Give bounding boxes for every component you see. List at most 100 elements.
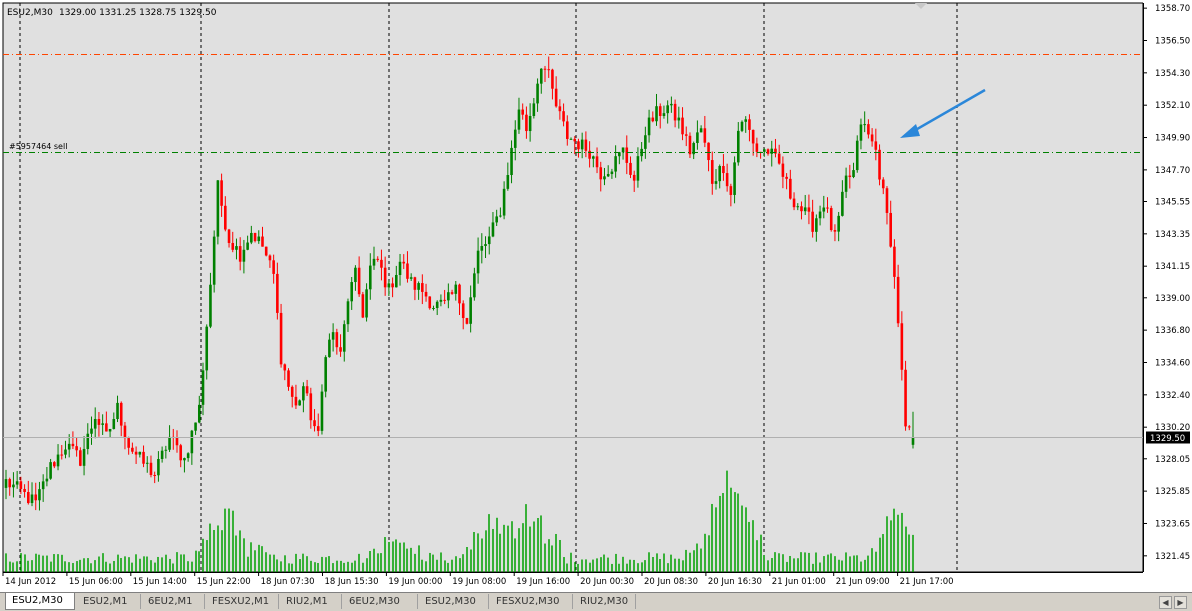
candle [681, 107, 684, 141]
candle [718, 164, 722, 189]
candle [621, 147, 625, 160]
plot-background [2, 2, 1144, 573]
candle [227, 228, 231, 248]
candle [647, 109, 651, 143]
candle [268, 254, 272, 268]
time-tick-label: 18 Jun 07:30 [261, 577, 315, 587]
candle [316, 413, 320, 437]
candle [368, 253, 372, 300]
candle [235, 238, 238, 260]
candle [119, 401, 123, 437]
time-tick-label: 15 Jun 06:00 [69, 577, 123, 587]
candle [673, 99, 677, 128]
chart-tab[interactable]: 6EU2,M30 [343, 594, 418, 609]
candle [153, 471, 156, 484]
chart-tab[interactable]: 6EU2,M1 [142, 594, 205, 609]
chart-tab[interactable]: ESU2,M30 [5, 593, 75, 610]
chart-window[interactable]: #5957464 sell 1358.70 1356.50 1354.30 1352.… [0, 0, 1192, 592]
chart-tab[interactable]: RIU2,M1 [280, 594, 342, 609]
candle [175, 430, 179, 453]
candle [220, 173, 223, 217]
chevron-right-icon[interactable]: ▶ [1174, 596, 1187, 609]
time-tick-label: 19 Jun 08:00 [452, 577, 506, 587]
candle [283, 363, 287, 381]
candle [145, 456, 149, 473]
candle [513, 120, 517, 161]
candle [744, 116, 748, 133]
candle [595, 147, 599, 174]
chart-tab[interactable]: FESXU2,M1 [206, 594, 279, 609]
candle [774, 138, 777, 158]
candle [212, 230, 216, 293]
candle [815, 214, 818, 242]
candle [428, 296, 432, 310]
time-tick-label: 21 Jun 17:00 [900, 577, 954, 587]
candle [666, 100, 669, 124]
candle [859, 118, 863, 150]
candle [346, 298, 350, 332]
price-tick-label: 1336.80 [1155, 326, 1190, 336]
candle [305, 379, 309, 397]
candle [584, 131, 588, 158]
price-tick-label: 1325.85 [1155, 487, 1190, 497]
candle [339, 334, 342, 357]
candle [272, 254, 275, 284]
candle [536, 78, 539, 112]
candle [499, 207, 502, 218]
candle [833, 224, 837, 242]
candle [406, 251, 409, 283]
candle [450, 289, 454, 295]
chart-tab[interactable]: RIU2,M30 [574, 594, 636, 609]
candle [56, 444, 60, 471]
candle [391, 277, 394, 298]
candle [417, 281, 420, 300]
candle [127, 436, 130, 455]
candle [97, 412, 101, 437]
candle [23, 484, 26, 498]
candle [64, 440, 67, 459]
current-price-label: 1329.50 [1150, 434, 1185, 444]
candle [692, 141, 695, 160]
candle [432, 305, 435, 311]
candle [279, 303, 283, 368]
candle [710, 151, 714, 195]
candle [53, 461, 56, 469]
blue-arrow-annotation-icon[interactable] [900, 88, 986, 138]
candle [309, 387, 313, 429]
volume-histogram [5, 470, 914, 572]
candle [86, 423, 90, 455]
candlestick-chart[interactable]: #5957464 sell 1358.70 1356.50 1354.30 1352.… [0, 0, 1192, 592]
candle [881, 177, 885, 195]
time-tick-label: 19 Jun 00:00 [388, 577, 442, 587]
candle [465, 317, 469, 325]
candle [629, 156, 632, 179]
time-tick-label: 19 Jun 16:00 [516, 577, 570, 587]
candle [592, 155, 595, 168]
candle [837, 211, 840, 242]
chart-tab[interactable]: ESU2,M1 [77, 594, 141, 609]
candle [15, 470, 19, 489]
candle [818, 205, 822, 226]
chart-tab[interactable]: ESU2,M30 [419, 594, 489, 609]
chart-tab[interactable]: FESXU2,M30 [490, 594, 573, 609]
candle [651, 111, 655, 123]
candle [789, 169, 792, 200]
candle [27, 480, 30, 505]
candle [82, 436, 86, 476]
candle [577, 138, 580, 158]
chart-title: ESU2,M30 [7, 8, 53, 18]
candle [458, 283, 461, 316]
shift-marker-icon[interactable] [915, 3, 927, 9]
candle [209, 272, 212, 329]
candle [770, 140, 774, 167]
candle [480, 233, 484, 264]
candle [71, 431, 75, 450]
candle [242, 239, 246, 274]
candle [216, 179, 220, 245]
candle [380, 249, 383, 281]
horizontal-lines: #5957464 sell [3, 54, 1143, 438]
candle [361, 291, 365, 319]
candle [261, 226, 264, 247]
chevron-left-icon[interactable]: ◀ [1159, 596, 1172, 609]
price-tick-label: 1334.60 [1155, 358, 1190, 368]
